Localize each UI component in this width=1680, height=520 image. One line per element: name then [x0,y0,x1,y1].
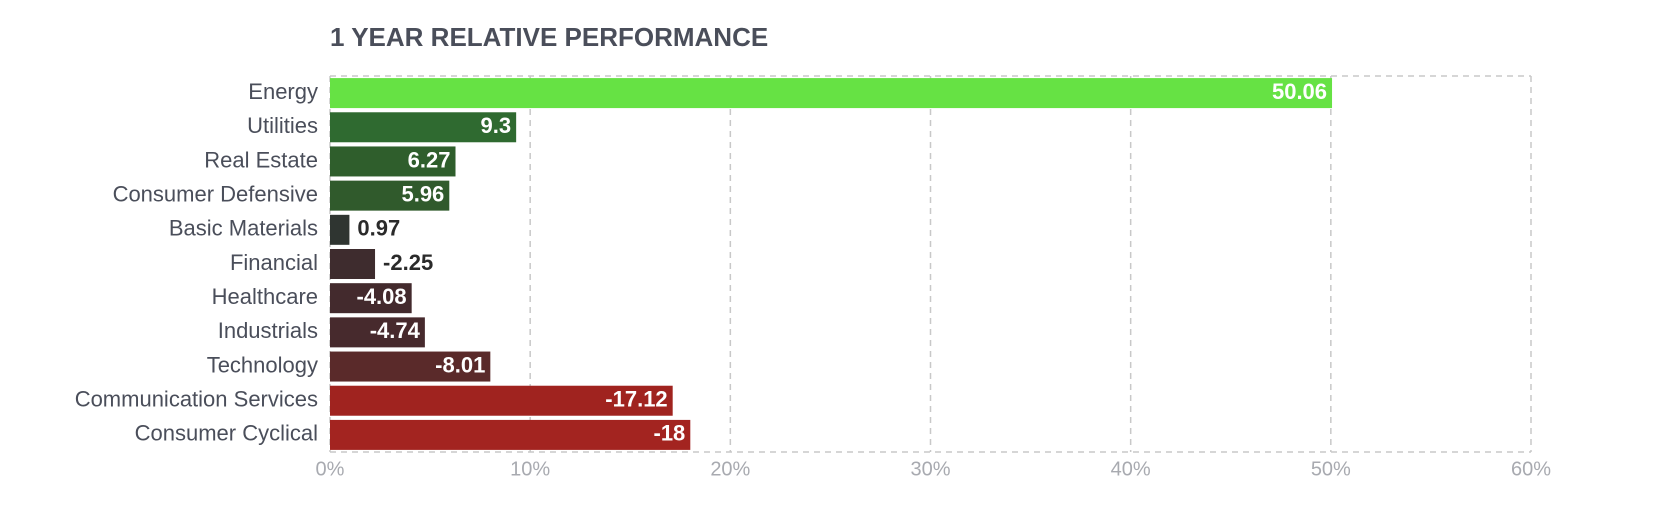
bar [330,214,350,245]
bar [330,317,425,348]
y-tick-label: Utilities [247,113,318,138]
y-tick-label: Real Estate [204,147,318,172]
x-tick-label: 20% [710,458,750,480]
x-tick-label: 30% [910,458,950,480]
bar [330,283,412,314]
bar [330,180,450,211]
value-label: 5.96 [401,181,444,206]
y-tick-label: Consumer Defensive [113,181,318,206]
bar [330,112,517,143]
value-label: -18 [654,421,686,446]
value-label: -4.08 [357,284,407,309]
x-tick-label: 0% [316,458,345,480]
x-tick-label: 50% [1311,458,1351,480]
y-tick-label: Basic Materials [169,216,318,241]
bar [330,78,1333,109]
y-tick-label: Energy [248,79,318,104]
bar [330,351,491,382]
value-label: 6.27 [408,147,451,172]
x-tick-label: 10% [510,458,550,480]
value-label: 0.97 [357,216,400,241]
y-tick-label: Technology [207,352,318,377]
y-tick-label: Financial [230,250,318,275]
y-tick-label: Consumer Cyclical [135,421,318,446]
bar [330,249,376,279]
value-label: -2.25 [383,250,433,275]
value-label: -4.74 [370,318,421,343]
value-label: -17.12 [605,387,667,412]
x-tick-label: 60% [1511,458,1551,480]
y-tick-label: Communication Services [75,387,318,412]
value-label: -8.01 [435,352,485,377]
value-label: 9.3 [481,113,512,138]
bar [330,146,456,177]
y-tick-label: Healthcare [212,284,318,309]
y-tick-label: Industrials [218,318,318,343]
x-tick-label: 40% [1111,458,1151,480]
value-label: 50.06 [1272,79,1327,104]
chart-title: 1 YEAR RELATIVE PERFORMANCE [330,22,768,52]
bar [330,385,673,416]
bar [330,419,691,450]
